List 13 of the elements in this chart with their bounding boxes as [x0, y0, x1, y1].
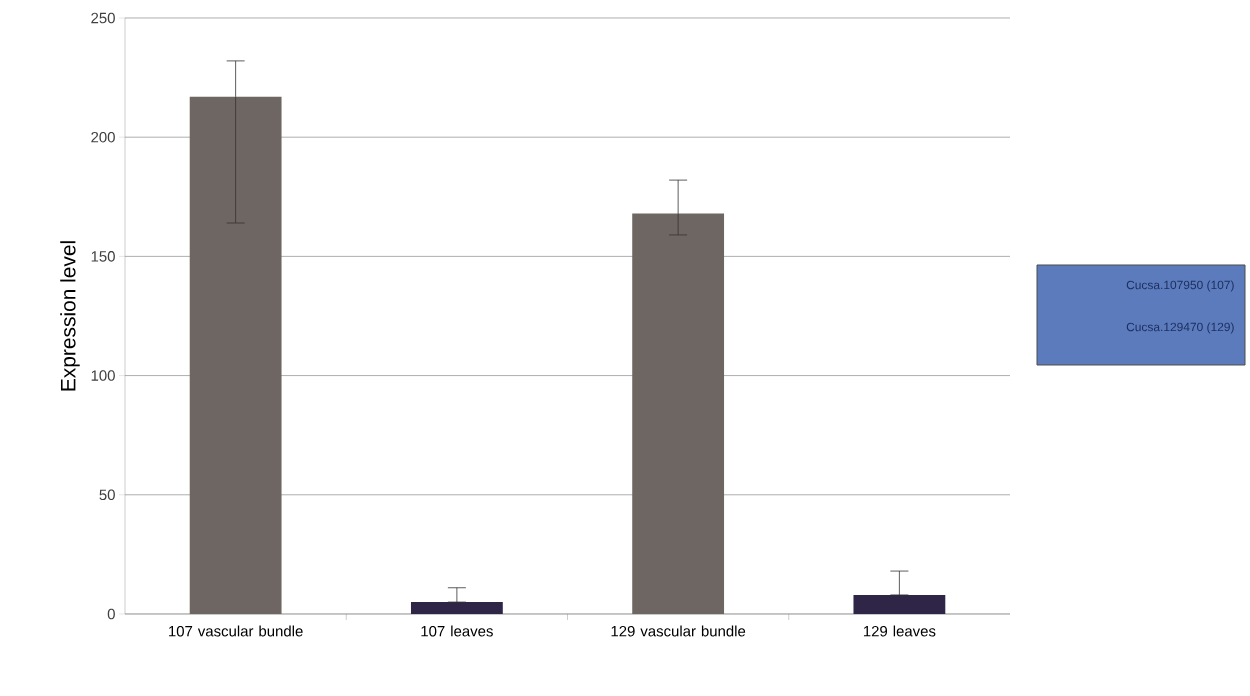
x-tick-label: 129 leaves: [863, 625, 936, 637]
y-axis-title: Expression level: [60, 241, 80, 391]
y-tick-label: 150: [91, 251, 115, 262]
y-tick-label: 0: [107, 608, 115, 620]
text: Cucsa.129470 (129): [1126, 322, 1234, 334]
text: Cucsa.107950 (107): [1126, 280, 1234, 292]
x-tick-label: 107 leaves: [421, 625, 493, 637]
y-tick-label: 200: [91, 131, 115, 143]
x-tick-label: 107 vascular bundle: [169, 625, 303, 637]
y-tick-label: 100: [91, 370, 115, 381]
y-tick-label: 250: [91, 12, 115, 24]
y-tick-label: 50: [99, 489, 115, 501]
x-tick-label: 129 vascular bundle: [611, 625, 746, 637]
